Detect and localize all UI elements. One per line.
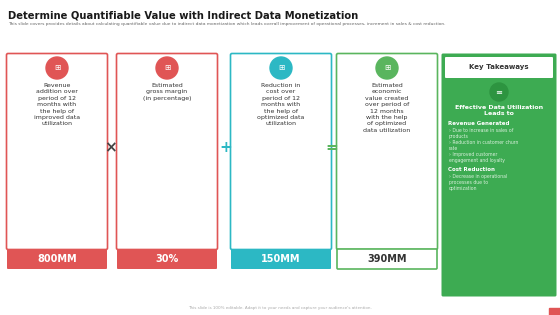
Text: Cost Reduction: Cost Reduction xyxy=(448,167,495,172)
Text: 800MM: 800MM xyxy=(37,254,77,264)
Text: Estimated
gross margin
(in percentage): Estimated gross margin (in percentage) xyxy=(143,83,192,101)
Text: =: = xyxy=(325,140,338,156)
Text: Estimated
economic
value created
over period of
12 months
with the help
of optim: Estimated economic value created over pe… xyxy=(363,83,410,133)
Text: ⊞: ⊞ xyxy=(384,64,390,72)
Text: Revenue Generated: Revenue Generated xyxy=(448,121,510,126)
Text: 150MM: 150MM xyxy=(262,254,301,264)
FancyBboxPatch shape xyxy=(337,54,437,249)
Text: › Decrease in operational
processes due to
optimization: › Decrease in operational processes due … xyxy=(449,174,507,192)
Circle shape xyxy=(156,57,178,79)
FancyBboxPatch shape xyxy=(337,249,437,269)
Text: ≡: ≡ xyxy=(496,88,502,96)
FancyBboxPatch shape xyxy=(117,249,217,269)
Text: › Improved customer
engagement and loyalty: › Improved customer engagement and loyal… xyxy=(449,152,505,163)
FancyBboxPatch shape xyxy=(116,54,217,249)
Text: 30%: 30% xyxy=(155,254,179,264)
Text: ×: × xyxy=(104,140,116,156)
Circle shape xyxy=(490,83,508,101)
Text: ⊞: ⊞ xyxy=(278,64,284,72)
Text: Determine Quantifiable Value with Indirect Data Monetization: Determine Quantifiable Value with Indire… xyxy=(8,11,358,21)
Text: Key Takeaways: Key Takeaways xyxy=(469,65,529,71)
Circle shape xyxy=(46,57,68,79)
Text: +: + xyxy=(220,140,232,156)
Text: ⊞: ⊞ xyxy=(54,64,60,72)
Text: › Reduction in customer churn
rate: › Reduction in customer churn rate xyxy=(449,140,519,151)
Text: ⊞: ⊞ xyxy=(164,64,170,72)
Text: › Due to increase in sales of
products: › Due to increase in sales of products xyxy=(449,128,514,139)
FancyBboxPatch shape xyxy=(441,54,557,296)
FancyBboxPatch shape xyxy=(7,249,107,269)
Text: This slide is 100% editable. Adapt it to your needs and capture your audience's : This slide is 100% editable. Adapt it to… xyxy=(188,306,372,310)
FancyBboxPatch shape xyxy=(445,57,553,78)
Bar xyxy=(549,308,560,315)
FancyBboxPatch shape xyxy=(231,249,331,269)
Text: 390MM: 390MM xyxy=(367,254,407,264)
Text: Effective Data Utilization
Leads to: Effective Data Utilization Leads to xyxy=(455,105,543,116)
Circle shape xyxy=(270,57,292,79)
Text: This slide covers provides details about calculating quantifiable value due to i: This slide covers provides details about… xyxy=(8,22,446,26)
Text: Reduction in
cost over
period of 12
months with
the help of
optimized data
utili: Reduction in cost over period of 12 mont… xyxy=(257,83,305,126)
Circle shape xyxy=(376,57,398,79)
FancyBboxPatch shape xyxy=(231,54,332,249)
Text: Revenue
addition over
period of 12
months with
the help of
improved data
utiliza: Revenue addition over period of 12 month… xyxy=(34,83,80,126)
FancyBboxPatch shape xyxy=(7,54,108,249)
